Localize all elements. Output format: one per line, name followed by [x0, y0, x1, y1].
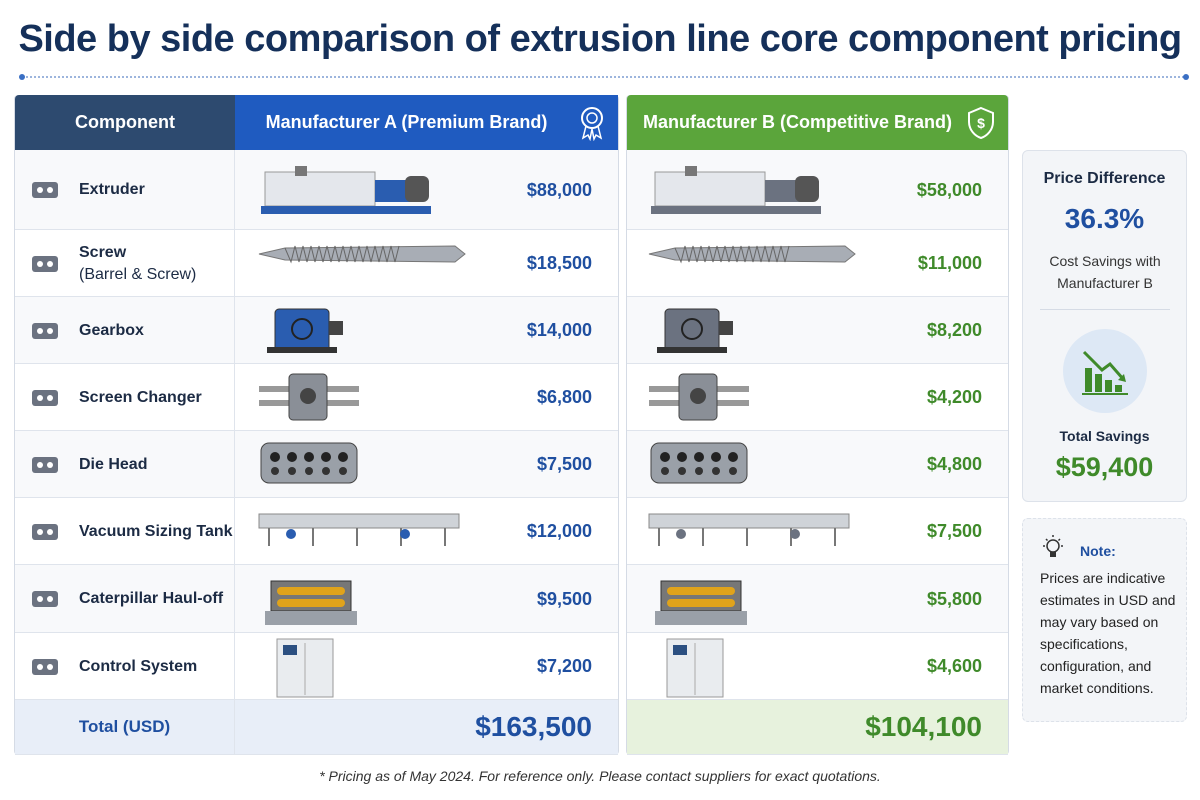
component-label: Control System: [79, 657, 198, 675]
note-card: [1022, 518, 1187, 722]
note-title: Note:: [1080, 543, 1116, 559]
component-icon: [32, 322, 58, 339]
header-manufacturer-b: Manufacturer B (Competitive Brand): [627, 95, 1008, 150]
price-a: $7,500: [536, 454, 592, 474]
component-label: Screen Changer: [79, 388, 202, 406]
total-b: $104,100: [627, 700, 1008, 755]
machine-image-b: [657, 308, 733, 353]
price-a: $88,000: [526, 179, 592, 200]
separator: [1040, 309, 1170, 310]
component-icon: [32, 523, 58, 540]
component-label: Caterpillar Haul-off: [79, 590, 224, 607]
price-a: $18,500: [526, 253, 592, 273]
total-a: $163,500: [235, 700, 618, 755]
savings-icon: [1063, 329, 1147, 413]
machine-image-b: [651, 166, 821, 214]
machine-image-a: [258, 513, 460, 546]
price-b: $11,000: [917, 253, 982, 273]
component-label: Extruder: [79, 181, 145, 198]
savings-value: $59,400: [1055, 452, 1154, 482]
machine-image-b: [666, 638, 724, 697]
price-a: $7,200: [536, 656, 592, 676]
component-name: Screen Changer: [15, 364, 235, 431]
machine-image-a: [259, 373, 359, 420]
component-label: Vacuum Sizing Tank: [79, 522, 233, 540]
price-a: $12,000: [526, 521, 592, 541]
machine-image-a: [265, 580, 357, 625]
shield-icon: $: [968, 106, 994, 140]
machine-image-a: [260, 442, 358, 483]
price-b: $7,500: [926, 521, 982, 541]
divider-dot: [1183, 74, 1189, 80]
component-label: Screw: [79, 243, 127, 261]
component-icon: [32, 182, 58, 198]
price-b: $58,000: [916, 179, 982, 200]
footnote: * Pricing as of May 2024. For reference …: [319, 768, 881, 784]
component-name: Vacuum Sizing Tank: [15, 498, 235, 565]
component-icon: [32, 456, 58, 473]
machine-image-b: [648, 513, 850, 546]
component-name: Extruder: [15, 150, 235, 230]
note-text: Prices are indicative estimates in USD a…: [1040, 570, 1176, 696]
summary-caption: Cost Savings with Manufacturer B: [1049, 253, 1161, 291]
price-b: $4,600: [926, 656, 982, 676]
header-manufacturer-a: Manufacturer A (Premium Brand): [235, 95, 618, 150]
component-detail: (Barrel & Screw): [79, 265, 197, 283]
price-b: $4,800: [926, 454, 982, 474]
machine-image-a: [261, 166, 431, 214]
lightbulb-icon: [1043, 535, 1063, 557]
total-label: Total (USD): [15, 700, 235, 755]
price-a: $9,500: [536, 588, 592, 609]
machine-image-b: [655, 580, 747, 625]
price-b: $8,200: [926, 320, 982, 340]
price-b: $4,200: [926, 387, 982, 407]
summary-percent: 36.3%: [1064, 203, 1145, 234]
summary-card: [1022, 150, 1187, 502]
component-icon: [32, 658, 58, 675]
machine-image-a: [276, 638, 334, 697]
machine-image-a: [267, 308, 343, 353]
price-b-cell: [627, 498, 1008, 565]
machine-image-b: [648, 244, 856, 264]
price-a-cell: [235, 498, 618, 565]
price-b: $5,800: [926, 588, 982, 609]
component-name: Control System: [15, 633, 235, 700]
savings-label: Total Savings: [1059, 428, 1150, 444]
machine-image-a: [258, 244, 466, 264]
component-icon: [32, 591, 58, 607]
component-name: Screw (Barrel & Screw): [15, 230, 235, 297]
machine-image-b: [649, 373, 749, 420]
component-icon: [32, 255, 58, 272]
price-a-cell: [235, 230, 618, 297]
component-label: Die Head: [79, 455, 148, 473]
page-title: Side by side comparison of extrusion lin…: [18, 18, 1182, 60]
component-name: Gearbox: [15, 297, 235, 364]
price-a: $6,800: [536, 387, 592, 407]
component-icon: [32, 389, 58, 406]
award-icon: [581, 107, 603, 141]
header-component: Component: [15, 95, 235, 150]
svg-text:$: $: [977, 115, 985, 131]
price-a: $14,000: [526, 320, 592, 340]
summary-title: Price Difference: [1043, 170, 1166, 187]
component-name: Die Head: [15, 431, 235, 498]
component-name: Caterpillar Haul-off: [15, 565, 235, 633]
divider-dot: [19, 74, 25, 80]
machine-image-b: [650, 442, 748, 483]
price-b-cell: [627, 230, 1008, 297]
divider: [22, 76, 1188, 78]
component-label: Gearbox: [79, 321, 144, 339]
